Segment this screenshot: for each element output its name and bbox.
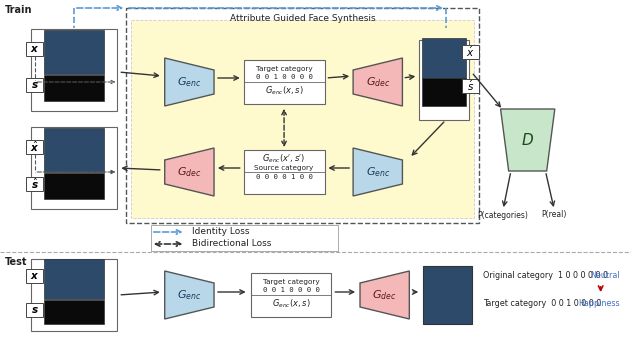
Bar xyxy=(44,259,104,299)
Bar xyxy=(131,20,474,218)
Polygon shape xyxy=(360,271,410,319)
Polygon shape xyxy=(164,271,214,319)
Bar xyxy=(26,140,44,154)
Text: $G_{enc}$: $G_{enc}$ xyxy=(177,75,202,89)
Bar xyxy=(26,42,44,56)
Text: P(real): P(real) xyxy=(541,211,567,219)
Text: Target category  0 0 1 0 0 0 0: Target category 0 0 1 0 0 0 0 xyxy=(483,298,602,308)
Polygon shape xyxy=(500,109,555,171)
Bar xyxy=(26,177,44,191)
Text: Target category: Target category xyxy=(256,66,312,72)
Text: 0 0 1 0 0 0 0: 0 0 1 0 0 0 0 xyxy=(262,287,319,293)
Text: $\hat{\boldsymbol{s}}$: $\hat{\boldsymbol{s}}$ xyxy=(31,177,38,191)
Bar xyxy=(422,78,465,106)
Bar xyxy=(44,300,104,324)
Text: $\boldsymbol{s}$: $\boldsymbol{s}$ xyxy=(31,80,38,90)
Text: P(categories): P(categories) xyxy=(477,211,529,219)
Text: $D$: $D$ xyxy=(521,132,534,148)
Text: $G_{enc}$: $G_{enc}$ xyxy=(365,165,390,179)
Bar xyxy=(44,173,104,199)
Text: Original category  1 0 0 0 0 0 0: Original category 1 0 0 0 0 0 0 xyxy=(483,271,608,281)
Bar xyxy=(151,225,339,251)
Text: 0 0 1 0 0 0 0: 0 0 1 0 0 0 0 xyxy=(255,74,312,80)
Bar xyxy=(244,60,324,104)
Text: $\boldsymbol{x}$: $\boldsymbol{x}$ xyxy=(30,44,39,54)
Text: Attribute Guided Face Synthesis: Attribute Guided Face Synthesis xyxy=(230,14,376,23)
Bar xyxy=(461,45,479,59)
Text: Train: Train xyxy=(5,5,33,15)
Text: Source category: Source category xyxy=(255,165,314,171)
Text: $G_{dec}$: $G_{dec}$ xyxy=(365,75,390,89)
Text: $G_{enc}(x,s)$: $G_{enc}(x,s)$ xyxy=(265,85,303,97)
Text: $\acute{x}$: $\acute{x}$ xyxy=(466,45,475,59)
Bar xyxy=(44,128,104,172)
Bar xyxy=(244,150,324,194)
Text: 0 0 0 0 1 0 0: 0 0 0 0 1 0 0 xyxy=(255,174,312,180)
Text: $G_{enc}(x',s')$: $G_{enc}(x',s')$ xyxy=(262,153,306,165)
Bar xyxy=(126,8,479,223)
Text: Neutral: Neutral xyxy=(590,271,620,281)
Text: $G_{dec}$: $G_{dec}$ xyxy=(372,288,397,302)
Bar xyxy=(26,303,44,317)
Bar xyxy=(31,127,117,209)
Text: $\hat{\boldsymbol{x}}$: $\hat{\boldsymbol{x}}$ xyxy=(30,140,39,154)
Polygon shape xyxy=(353,58,403,106)
Bar xyxy=(31,259,117,331)
Bar xyxy=(423,266,472,324)
Text: Bidirectional Loss: Bidirectional Loss xyxy=(193,240,272,248)
Text: $G_{enc}$: $G_{enc}$ xyxy=(177,288,202,302)
Text: Target category: Target category xyxy=(262,279,319,285)
Text: $G_{dec}$: $G_{dec}$ xyxy=(177,165,202,179)
Polygon shape xyxy=(164,58,214,106)
Bar xyxy=(250,273,332,317)
Text: $\boldsymbol{x}$: $\boldsymbol{x}$ xyxy=(30,271,39,281)
Bar xyxy=(26,269,44,283)
Text: $\acute{s}$: $\acute{s}$ xyxy=(467,79,474,93)
Bar xyxy=(419,40,468,120)
Text: Identity Loss: Identity Loss xyxy=(193,227,250,237)
Polygon shape xyxy=(353,148,403,196)
Bar xyxy=(26,78,44,92)
Text: $G_{enc}(x,s)$: $G_{enc}(x,s)$ xyxy=(271,298,310,310)
Text: Happiness: Happiness xyxy=(578,298,620,308)
Bar xyxy=(461,79,479,93)
Text: Test: Test xyxy=(5,257,28,267)
Text: $\boldsymbol{s}$: $\boldsymbol{s}$ xyxy=(31,305,38,315)
Bar xyxy=(422,38,465,78)
Bar xyxy=(31,29,117,111)
Bar xyxy=(44,30,104,74)
Bar xyxy=(44,75,104,101)
Polygon shape xyxy=(164,148,214,196)
